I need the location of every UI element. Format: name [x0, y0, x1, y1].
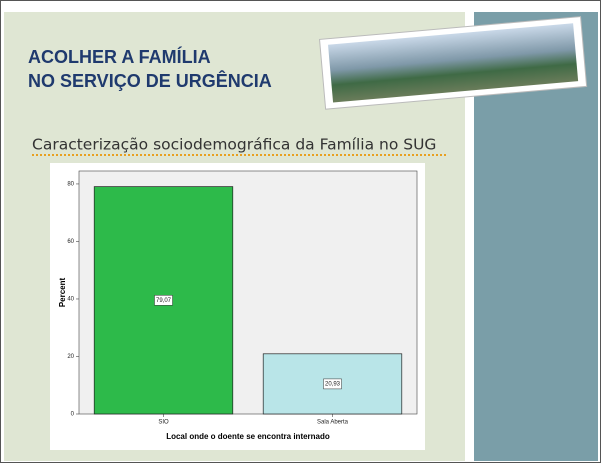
value-label: 20,93 [325, 381, 341, 387]
x-tick-label: Sala Aberta [317, 420, 349, 426]
y-tick-label: 20 [67, 354, 74, 360]
slide: ACOLHER A FAMÍLIA NO SERVIÇO DE URGÊNCIA… [0, 0, 601, 463]
slide-subtitle: Caracterização sociodemográfica da Famíl… [32, 136, 436, 154]
value-label: 79,07 [156, 298, 172, 304]
slide-title: NO SERVIÇO DE URGÊNCIA [28, 70, 272, 91]
y-axis-label: Percent [58, 277, 67, 307]
y-tick-label: 60 [67, 239, 74, 245]
y-tick-label: 80 [67, 182, 74, 188]
slide-title: ACOLHER A FAMÍLIA [28, 46, 211, 67]
x-tick-label: SIO [158, 420, 169, 426]
x-axis-label: Local onde o doente se encontra internad… [166, 432, 330, 441]
y-tick-label: 40 [67, 297, 74, 303]
